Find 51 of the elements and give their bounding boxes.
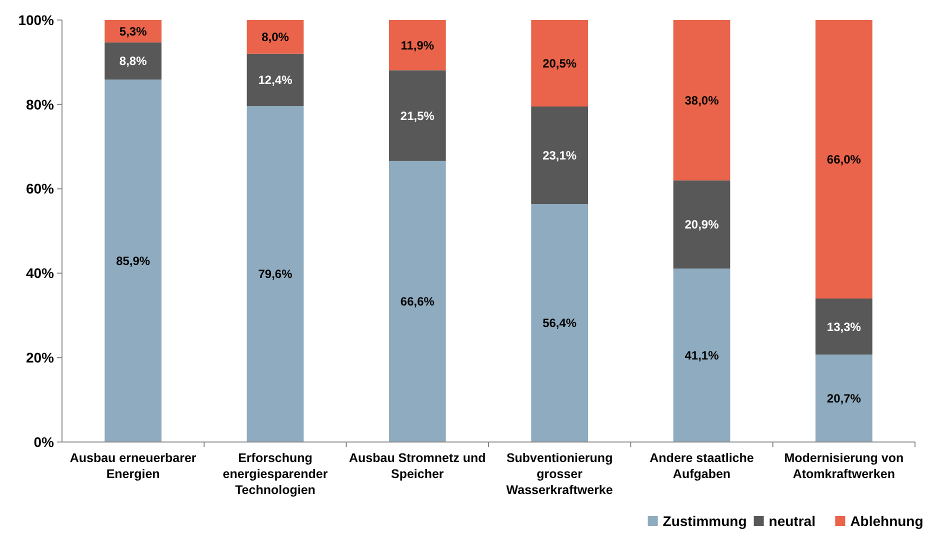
bar [673, 180, 730, 269]
y-tick-label: 20% [26, 350, 55, 366]
data-label: 5,3% [119, 24, 148, 38]
legend-label: Ablehnung [850, 512, 924, 529]
bar [104, 80, 162, 442]
bar [388, 70, 446, 161]
bar [815, 354, 872, 442]
y-tick-label: 0% [34, 434, 55, 450]
data-label: 11,9% [400, 38, 434, 52]
bar [246, 54, 304, 106]
bar [388, 160, 446, 442]
bar [104, 20, 162, 42]
data-label: 66,6% [400, 294, 435, 309]
y-tick-label: 40% [26, 265, 55, 282]
data-label: 41,1% [684, 348, 720, 362]
bar [246, 106, 304, 442]
bar [388, 20, 446, 70]
data-label: 8,8% [119, 54, 148, 68]
data-label: 8,0% [262, 30, 290, 44]
bar [531, 106, 588, 204]
y-tick-label: 80% [26, 96, 55, 112]
data-label: 23,1% [542, 148, 577, 162]
y-tick-label: 100% [18, 12, 55, 28]
data-label: 12,4% [258, 73, 293, 88]
x-tick-label: Ausbau erneuerbarer Energien [70, 451, 196, 481]
data-label: 13,3% [826, 320, 862, 334]
data-label: 79,6% [258, 267, 293, 282]
data-label: 66,0% [826, 152, 862, 166]
data-label: 38,0% [684, 93, 720, 108]
data-label: 20,5% [542, 56, 577, 70]
bar [673, 268, 730, 442]
bar [815, 298, 872, 355]
data-label: 20,9% [684, 218, 720, 232]
legend-label: Zustimmung [662, 512, 747, 529]
bar [531, 20, 588, 107]
x-tick-label: Subventionierung grosser Wasserkraftwerke [506, 451, 613, 497]
bar [104, 42, 162, 80]
legend-label: neutral [768, 512, 816, 529]
x-tick-label: Erforschung energiesparender Technologien [222, 451, 328, 497]
x-tick-label: Andere staatliche Aufgaben [650, 451, 754, 481]
x-tick-label: Modernisierung von Atomkraftwerken [784, 451, 904, 481]
y-tick-label: 60% [26, 180, 55, 197]
bar [673, 20, 730, 180]
bar [815, 20, 872, 299]
x-tick-label: Ausbau Stromnetz und Speicher [349, 451, 486, 481]
bar [531, 204, 588, 442]
data-label: 21,5% [400, 108, 435, 123]
data-label: 85,9% [116, 254, 150, 268]
bar [246, 20, 304, 54]
data-label: 20,7% [826, 392, 862, 406]
data-label: 56,4% [542, 316, 577, 330]
